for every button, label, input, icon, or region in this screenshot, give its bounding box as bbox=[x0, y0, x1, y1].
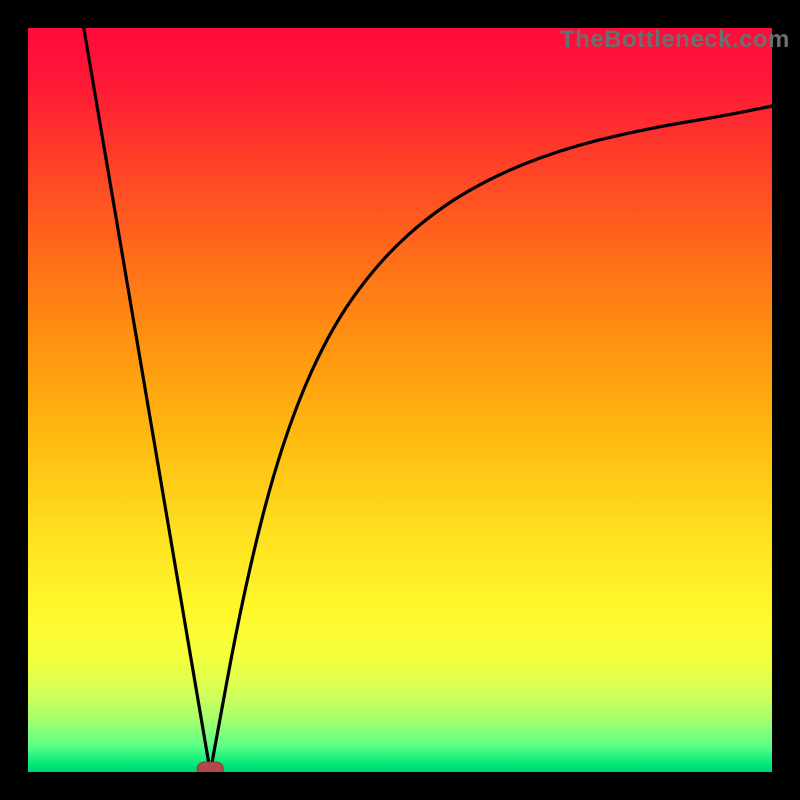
frame-left bbox=[0, 0, 28, 800]
watermark-text: TheBottleneck.com bbox=[560, 26, 790, 54]
frame-right bbox=[772, 0, 800, 800]
bottleneck-chart bbox=[0, 0, 800, 800]
frame-top bbox=[0, 0, 800, 28]
gradient-background bbox=[28, 28, 772, 772]
frame-bottom bbox=[0, 772, 800, 800]
